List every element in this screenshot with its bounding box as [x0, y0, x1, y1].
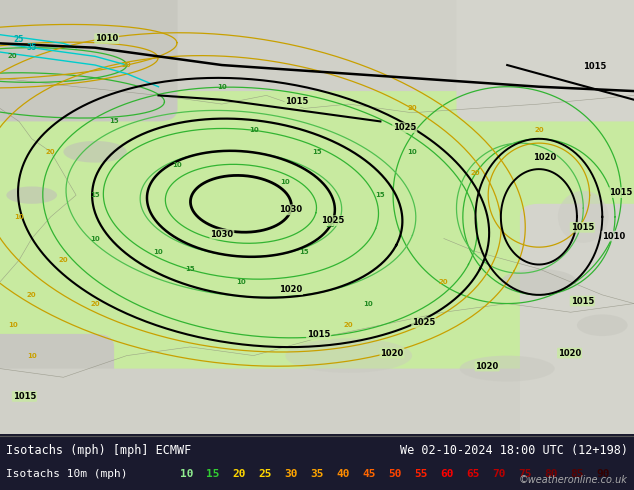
Text: 10: 10: [8, 322, 18, 328]
Text: 35: 35: [27, 43, 37, 52]
Ellipse shape: [285, 338, 412, 373]
Ellipse shape: [501, 269, 577, 295]
Text: 1025: 1025: [412, 318, 436, 327]
Text: 20: 20: [534, 127, 544, 133]
Text: 60: 60: [440, 468, 454, 479]
Text: 15: 15: [206, 468, 220, 479]
Text: 20: 20: [232, 468, 246, 479]
Text: 10: 10: [153, 248, 164, 254]
Text: 1015: 1015: [583, 62, 607, 72]
Ellipse shape: [558, 191, 609, 243]
Text: 20: 20: [27, 292, 37, 298]
Text: We 02-10-2024 18:00 UTC (12+198): We 02-10-2024 18:00 UTC (12+198): [399, 444, 628, 457]
Text: 35: 35: [310, 468, 324, 479]
Text: 15: 15: [312, 149, 322, 155]
Text: 10: 10: [27, 353, 37, 359]
Text: 15: 15: [185, 266, 195, 272]
Text: Isotachs 10m (mph): Isotachs 10m (mph): [6, 468, 128, 479]
FancyBboxPatch shape: [0, 368, 634, 447]
Text: 10: 10: [363, 300, 373, 307]
Text: 85: 85: [570, 468, 584, 479]
FancyBboxPatch shape: [0, 0, 634, 91]
Text: 70: 70: [492, 468, 506, 479]
Text: 1015: 1015: [285, 97, 309, 106]
Text: 1010: 1010: [95, 34, 119, 43]
Text: 10: 10: [14, 214, 24, 220]
Text: 45: 45: [362, 468, 376, 479]
Text: 10: 10: [180, 468, 194, 479]
Text: 10: 10: [249, 127, 259, 133]
Text: 10: 10: [236, 279, 246, 285]
Text: 10: 10: [217, 84, 227, 90]
Text: 50: 50: [388, 468, 402, 479]
Text: 25: 25: [258, 468, 272, 479]
Text: 20: 20: [470, 171, 481, 176]
Text: 20: 20: [122, 62, 132, 68]
Text: Isotachs (mph) [mph] ECMWF: Isotachs (mph) [mph] ECMWF: [6, 444, 191, 457]
Text: 25: 25: [14, 34, 24, 44]
Text: 20: 20: [407, 105, 417, 111]
Text: 1020: 1020: [279, 285, 302, 294]
Ellipse shape: [63, 141, 127, 163]
Text: 1030: 1030: [280, 205, 302, 214]
Text: 15: 15: [109, 119, 119, 124]
Text: 55: 55: [414, 468, 428, 479]
Text: 20: 20: [58, 257, 68, 263]
Text: 1025: 1025: [321, 216, 344, 225]
FancyBboxPatch shape: [520, 204, 634, 447]
Text: 20: 20: [439, 279, 449, 285]
Text: 1015: 1015: [307, 330, 330, 339]
FancyBboxPatch shape: [0, 334, 114, 447]
Ellipse shape: [577, 315, 628, 336]
Text: 1015: 1015: [13, 392, 36, 401]
Text: 1015: 1015: [609, 188, 632, 197]
Text: 90: 90: [596, 468, 610, 479]
Text: 80: 80: [544, 468, 558, 479]
Text: 1015: 1015: [571, 296, 594, 306]
Text: 1015: 1015: [571, 223, 594, 232]
Text: 10: 10: [407, 149, 417, 155]
Text: 40: 40: [336, 468, 350, 479]
Text: 1030: 1030: [210, 230, 233, 239]
Text: 10: 10: [90, 236, 100, 242]
Text: 1025: 1025: [393, 123, 417, 132]
FancyBboxPatch shape: [456, 0, 634, 122]
Text: 10: 10: [172, 162, 183, 168]
Text: 10: 10: [325, 222, 335, 228]
Text: 20: 20: [90, 300, 100, 307]
Ellipse shape: [6, 187, 57, 204]
Text: 65: 65: [466, 468, 480, 479]
Ellipse shape: [460, 356, 555, 382]
Text: 1020: 1020: [533, 153, 556, 163]
Text: ©weatheronline.co.uk: ©weatheronline.co.uk: [519, 475, 628, 486]
Text: 20: 20: [8, 53, 18, 59]
Text: 20: 20: [46, 149, 56, 155]
Text: 15: 15: [375, 192, 385, 198]
Text: 15: 15: [90, 192, 100, 198]
Text: 1020: 1020: [380, 348, 404, 358]
Text: 1020: 1020: [558, 348, 581, 358]
Text: 1010: 1010: [602, 231, 626, 241]
Text: 20: 20: [344, 322, 354, 328]
Text: 15: 15: [299, 248, 309, 254]
Text: 75: 75: [518, 468, 532, 479]
Text: 10: 10: [280, 179, 290, 185]
FancyBboxPatch shape: [0, 0, 178, 122]
Text: 30: 30: [284, 468, 298, 479]
Text: 1020: 1020: [476, 362, 499, 370]
